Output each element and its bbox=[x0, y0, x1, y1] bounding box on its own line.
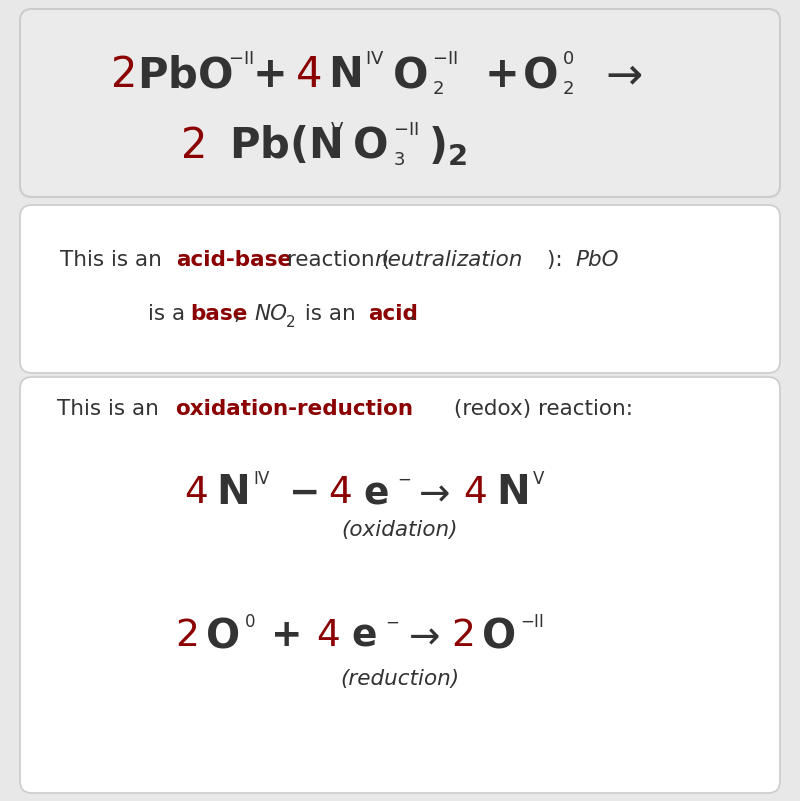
Text: This is an: This is an bbox=[57, 399, 166, 419]
Text: ):: ): bbox=[547, 250, 570, 270]
FancyBboxPatch shape bbox=[20, 9, 780, 197]
Text: $\mathsf{-II}$: $\mathsf{-II}$ bbox=[520, 613, 544, 631]
Text: $\mathsf{-II}$: $\mathsf{-II}$ bbox=[432, 50, 458, 68]
Text: $\mathit{4}$: $\mathit{4}$ bbox=[463, 475, 487, 511]
Text: (reduction): (reduction) bbox=[341, 669, 459, 689]
Text: This is an: This is an bbox=[60, 250, 169, 270]
Text: .: . bbox=[409, 304, 416, 324]
Text: $\mathsf{-}$: $\mathsf{-}$ bbox=[385, 613, 399, 631]
Text: $\mathit{2}$: $\mathit{2}$ bbox=[451, 618, 473, 654]
Text: $\mathit{2}$: $\mathit{2}$ bbox=[180, 125, 204, 167]
Text: $\mathsf{2}$: $\mathsf{2}$ bbox=[285, 314, 295, 330]
Text: $\mathbf{O}$: $\mathbf{O}$ bbox=[352, 125, 388, 167]
Text: $\mathit{2}$: $\mathit{2}$ bbox=[175, 618, 197, 654]
Text: PbO: PbO bbox=[575, 250, 618, 270]
Text: $\mathbf{O}$: $\mathbf{O}$ bbox=[522, 54, 558, 96]
FancyBboxPatch shape bbox=[20, 377, 780, 793]
Text: $\mathit{4}$: $\mathit{4}$ bbox=[184, 475, 208, 511]
Text: $\mathbf{N}$: $\mathbf{N}$ bbox=[329, 54, 362, 96]
Text: $\mathbf{)_2}$: $\mathbf{)_2}$ bbox=[429, 124, 467, 168]
Text: $\mathbf{PbO}$: $\mathbf{PbO}$ bbox=[137, 54, 233, 96]
Text: $\mathsf{3}$: $\mathsf{3}$ bbox=[393, 151, 405, 169]
Text: (oxidation): (oxidation) bbox=[342, 520, 458, 540]
Text: $\mathsf{IV}$: $\mathsf{IV}$ bbox=[253, 470, 271, 488]
Text: $\mathsf{2}$: $\mathsf{2}$ bbox=[562, 80, 574, 98]
Text: $\mathbf{+}$: $\mathbf{+}$ bbox=[484, 54, 516, 96]
Text: $\rightarrow$: $\rightarrow$ bbox=[410, 475, 450, 511]
Text: reaction (: reaction ( bbox=[280, 250, 390, 270]
Text: $\rightarrow$: $\rightarrow$ bbox=[401, 618, 439, 654]
Text: $\mathsf{-II}$: $\mathsf{-II}$ bbox=[228, 50, 254, 68]
Text: $\mathsf{0}$: $\mathsf{0}$ bbox=[244, 613, 255, 631]
Text: NO: NO bbox=[254, 304, 287, 324]
Text: is an: is an bbox=[298, 304, 362, 324]
Text: (redox) reaction:: (redox) reaction: bbox=[447, 399, 633, 419]
Text: $\mathbf{e}$: $\mathbf{e}$ bbox=[351, 618, 377, 654]
Text: $\mathit{4}$: $\mathit{4}$ bbox=[295, 54, 321, 96]
Text: neutralization: neutralization bbox=[374, 250, 522, 270]
Text: $\mathit{4}$: $\mathit{4}$ bbox=[316, 618, 340, 654]
Text: $\mathsf{IV}$: $\mathsf{IV}$ bbox=[365, 50, 385, 68]
Text: $\mathbf{N}$: $\mathbf{N}$ bbox=[216, 473, 248, 513]
Text: $\mathbf{+}$: $\mathbf{+}$ bbox=[252, 54, 284, 96]
Text: ,: , bbox=[234, 304, 248, 324]
Text: $\mathsf{V}$: $\mathsf{V}$ bbox=[532, 470, 546, 488]
Text: $\mathsf{2}$: $\mathsf{2}$ bbox=[432, 80, 444, 98]
Text: oxidation-reduction: oxidation-reduction bbox=[175, 399, 413, 419]
Text: $\mathbf{e}$: $\mathbf{e}$ bbox=[363, 475, 389, 511]
Text: $\mathit{4}$: $\mathit{4}$ bbox=[328, 475, 352, 511]
FancyBboxPatch shape bbox=[20, 205, 780, 373]
Text: $\mathsf{-}$: $\mathsf{-}$ bbox=[397, 470, 411, 488]
Text: $\mathbf{-}$: $\mathbf{-}$ bbox=[288, 475, 318, 511]
Text: $\mathbf{O}$: $\mathbf{O}$ bbox=[205, 616, 239, 656]
Text: base: base bbox=[190, 304, 247, 324]
Text: $\mathbf{Pb(N}$: $\mathbf{Pb(N}$ bbox=[229, 125, 341, 167]
Text: $\rightarrow$: $\rightarrow$ bbox=[597, 54, 643, 96]
Text: is a: is a bbox=[148, 304, 192, 324]
Text: $\mathsf{0}$: $\mathsf{0}$ bbox=[562, 50, 574, 68]
Text: $\mathbf{O}$: $\mathbf{O}$ bbox=[481, 616, 515, 656]
Text: $\mathbf{+}$: $\mathbf{+}$ bbox=[270, 618, 300, 654]
Text: $\mathbf{N}$: $\mathbf{N}$ bbox=[496, 473, 528, 513]
Text: $\mathbf{O}$: $\mathbf{O}$ bbox=[392, 54, 428, 96]
Text: acid: acid bbox=[368, 304, 418, 324]
Text: acid-base: acid-base bbox=[176, 250, 292, 270]
Text: $\mathsf{-II}$: $\mathsf{-II}$ bbox=[393, 121, 419, 139]
Text: $\mathsf{V}$: $\mathsf{V}$ bbox=[330, 121, 344, 139]
Text: $\mathit{2}$: $\mathit{2}$ bbox=[110, 54, 134, 96]
